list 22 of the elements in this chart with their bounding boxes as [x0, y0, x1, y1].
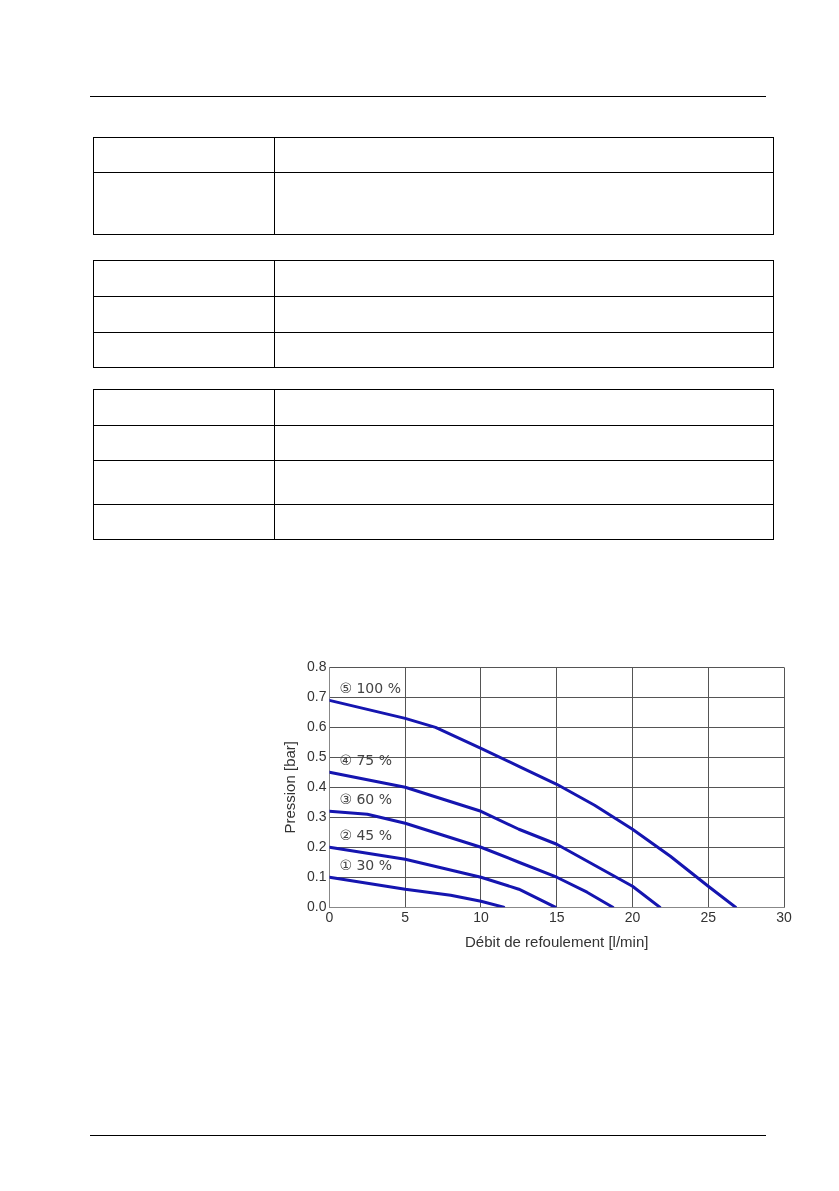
series-label: ② 45 % — [339, 826, 393, 843]
y-tick-label: 0.3 — [306, 808, 327, 825]
y-axis-title: Pression [bar] — [281, 741, 299, 834]
x-tick-label: 25 — [700, 909, 717, 926]
x-tick-label: 20 — [624, 909, 641, 926]
series-label: ① 30 % — [339, 856, 393, 873]
y-tick-label: 0.4 — [306, 778, 327, 795]
y-tick-label: 0.7 — [306, 688, 327, 705]
x-tick-label: 15 — [548, 909, 565, 926]
y-tick-label: 0.8 — [306, 658, 327, 675]
y-tick-label: 0.5 — [306, 748, 327, 765]
y-tick-label: 0.2 — [306, 838, 327, 855]
x-tick-label: 0 — [325, 909, 334, 926]
x-tick-label: 30 — [776, 909, 792, 926]
y-tick-label: 0.6 — [306, 718, 327, 735]
y-tick-label: 0.1 — [306, 868, 327, 885]
series-label: ⑤ 100 % — [339, 680, 401, 697]
x-tick-label: 5 — [401, 909, 410, 926]
x-axis-title: Débit de refoulement [l/min] — [465, 933, 649, 951]
x-tick-label: 10 — [473, 909, 489, 926]
series-label: ③ 60 % — [339, 790, 393, 807]
y-tick-label: 0.0 — [306, 898, 327, 915]
